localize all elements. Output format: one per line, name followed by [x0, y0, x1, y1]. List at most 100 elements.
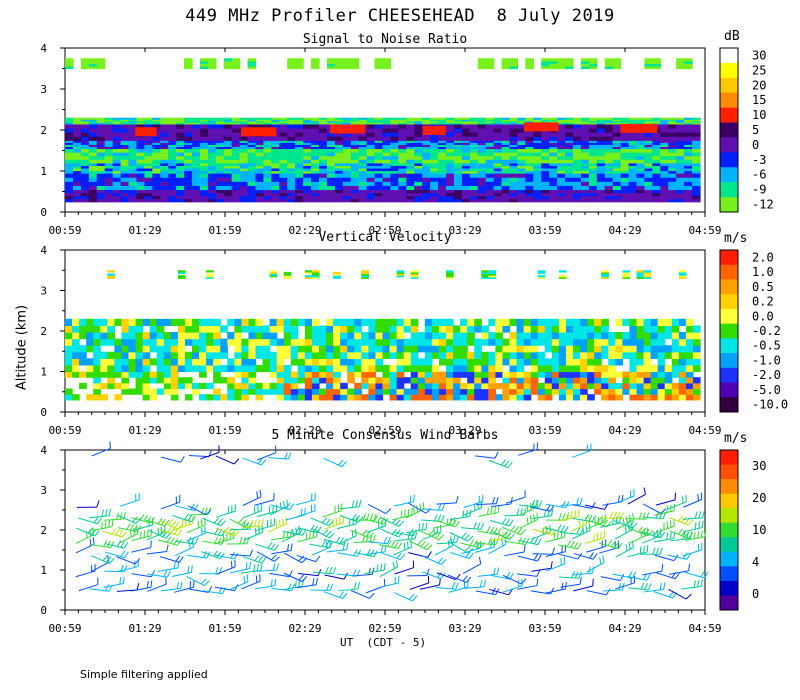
snr-cell	[104, 142, 114, 145]
snr-cell	[65, 144, 74, 147]
wind-barb-flag	[461, 532, 467, 539]
snr-cell	[446, 192, 455, 197]
vv-cell	[544, 358, 553, 366]
vv-cell	[446, 371, 454, 378]
vv-cell	[107, 273, 115, 276]
snr-cell	[199, 181, 209, 186]
wind-barb-flag	[397, 575, 400, 584]
snr-cell	[287, 173, 296, 178]
vv-cell	[565, 388, 574, 395]
snr-cell	[358, 146, 368, 150]
wind-barb-flag	[167, 519, 174, 525]
snr-cell	[311, 140, 320, 143]
snr-cell	[247, 189, 257, 194]
snr-cell	[128, 185, 138, 191]
wind-barb-flag	[496, 567, 500, 575]
wind-barb-flag	[489, 526, 495, 534]
snr-cell	[430, 117, 439, 120]
vv-cell	[629, 325, 638, 333]
wind-barb-flag	[328, 566, 333, 574]
vv-cell	[354, 394, 362, 401]
wind-barb-flag	[362, 535, 366, 543]
vv-cell	[558, 371, 567, 378]
snr-cell	[88, 63, 98, 67]
snr-cell	[192, 127, 201, 133]
vv-cell	[255, 318, 264, 327]
vv-cell	[128, 364, 137, 373]
snr-cell	[207, 142, 217, 145]
snr-cell	[366, 173, 376, 178]
snr-cell	[398, 146, 407, 150]
snr-cell	[374, 165, 384, 169]
snr-cell	[374, 132, 384, 137]
wind-barb-flag	[516, 508, 520, 516]
wind-barb	[518, 499, 543, 508]
vv-cell	[283, 273, 292, 276]
snr-cell	[501, 162, 511, 166]
vv-cell	[297, 394, 306, 401]
wind-barb-flag	[536, 512, 539, 520]
wind-barb-flag	[190, 515, 196, 523]
vv-cell	[580, 325, 588, 333]
snr-cell	[65, 60, 74, 64]
snr-cell	[628, 152, 638, 157]
snr-cell	[168, 140, 177, 143]
snr-cell	[485, 123, 495, 129]
vv-cell	[213, 351, 221, 359]
snr-cell	[128, 132, 138, 137]
wind-barb-flag	[200, 578, 207, 585]
snr-cell	[604, 152, 614, 157]
vv-cell	[565, 338, 574, 346]
vv-cell	[523, 382, 532, 390]
wind-barb	[216, 526, 240, 537]
snr-cell	[65, 140, 74, 143]
snr-cell	[184, 167, 193, 172]
snr-cell	[295, 165, 304, 169]
snr-cell	[80, 167, 90, 172]
snr-cell	[469, 195, 479, 200]
vv-cell	[685, 332, 694, 340]
snr-cell	[120, 146, 130, 150]
snr-cell	[112, 177, 122, 182]
snr-cell	[557, 58, 566, 62]
snr-cell	[303, 165, 312, 169]
vv-cell	[361, 332, 369, 340]
colorbar-swatch	[720, 367, 738, 384]
wind-barb-flag	[510, 525, 516, 532]
vv-cell	[72, 371, 80, 378]
wind-barb-flag	[408, 593, 415, 600]
vv-cell	[241, 382, 250, 390]
snr-cell	[438, 198, 447, 203]
colorbar-unit: dB	[724, 29, 740, 44]
snr-cell	[485, 192, 495, 197]
vv-cell	[389, 345, 398, 353]
wind-barb	[560, 527, 584, 535]
wind-barb	[186, 576, 210, 587]
wind-barb-flag	[421, 522, 424, 530]
vv-cell	[453, 332, 461, 340]
vv-cell	[467, 351, 475, 359]
wind-barb-flag	[585, 525, 588, 533]
wind-barb-staff	[173, 523, 194, 531]
vv-cell	[304, 364, 313, 373]
snr-cell	[88, 60, 98, 64]
vv-cell	[692, 345, 701, 353]
snr-cell	[350, 159, 360, 164]
vv-cell	[636, 371, 645, 378]
snr-cell	[668, 173, 677, 178]
vv-cell	[509, 371, 518, 378]
vv-cell	[446, 351, 454, 359]
wind-barb	[584, 530, 606, 544]
snr-cell	[557, 181, 566, 186]
wind-barb-flag	[166, 544, 169, 552]
vv-cell	[446, 318, 454, 327]
vv-cell	[114, 338, 123, 346]
snr-cell	[406, 148, 415, 153]
snr-cell	[72, 132, 82, 137]
wind-barb-flag	[465, 551, 471, 558]
wind-barb-flag	[584, 514, 589, 521]
snr-cell	[366, 136, 376, 141]
wind-barb	[241, 574, 261, 590]
snr-cell	[517, 148, 526, 153]
snr-cell	[311, 152, 320, 157]
